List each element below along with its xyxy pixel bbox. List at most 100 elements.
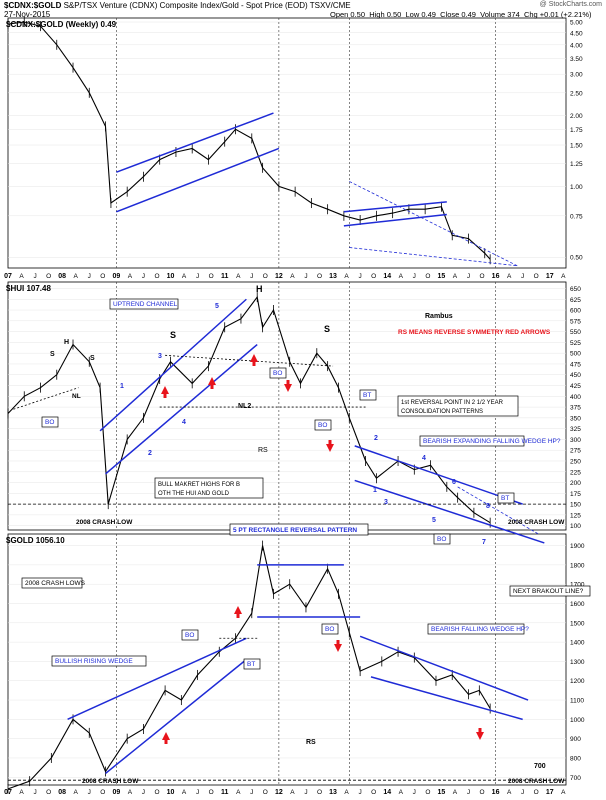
bull-label: OTH THE HUI AND GOLD — [158, 491, 230, 497]
bo-label: BO — [318, 422, 327, 429]
rising-wedge-label-box — [51, 655, 147, 667]
price-series-2 — [7, 545, 491, 790]
red-arrow-down-icon — [476, 732, 484, 740]
uptrend-channel-label: UPTREND CHANNEL — [113, 301, 178, 308]
hui-neckline — [165, 354, 334, 367]
next-breakout-label: NEXT BRAKOUT LINE? — [513, 588, 584, 595]
y-tick-label: 225 — [570, 469, 581, 476]
y-tick-label: 175 — [570, 491, 581, 498]
x-quarter-label: J — [413, 789, 416, 796]
y-tick-label: 125 — [570, 512, 581, 519]
y-tick-label: 3.50 — [570, 56, 583, 63]
wedge-label: BEARISH EXPANDING FALLING WEDGE HP? — [423, 438, 561, 445]
y-tick-label: 475 — [570, 361, 581, 368]
x-quarter-label: O — [154, 273, 159, 280]
x-quarter-label: A — [19, 789, 24, 796]
rs-means-label: RS MEANS REVERSE SYMMETRY RED ARROWS — [398, 329, 551, 336]
wave-number: 1 — [373, 487, 377, 494]
x-quarter-label: J — [250, 273, 253, 280]
red-arrow-down-icon — [286, 380, 290, 384]
y-tick-label: 1300 — [570, 659, 585, 666]
x-quarter-label: O — [317, 273, 322, 280]
x-year-label: 07 — [4, 789, 12, 796]
price-series-0 — [7, 21, 491, 260]
hui-wedge-dash — [457, 486, 540, 535]
x-quarter-label: J — [196, 789, 199, 796]
reversal-label: CONSOLIDATION PATTERNS — [401, 409, 483, 415]
y-tick-label: 900 — [570, 736, 581, 743]
y-tick-label: 1700 — [570, 582, 585, 589]
shoulder-label: S — [170, 330, 176, 340]
y-tick-label: 1800 — [570, 562, 585, 569]
panel-title-hui: $HUI 107.48 — [6, 284, 51, 293]
crash-lows-label: 2008 CRASH LOWS — [25, 580, 86, 587]
wave-number: 7 — [482, 539, 486, 546]
next-breakout-label-box — [509, 585, 591, 597]
x-year-label: 13 — [329, 273, 337, 280]
exchange: TSXV/CME — [309, 1, 351, 10]
reversal-label: 1st REVERSAL POINT IN 2 1/2 YEAR — [401, 400, 504, 406]
cdnx-wedge-lower — [349, 247, 518, 267]
rect-pattern-label-box — [229, 523, 369, 536]
y-tick-label: 1900 — [570, 543, 585, 550]
x-quarter-label: A — [290, 789, 295, 796]
x-year-label: 15 — [437, 273, 445, 280]
cdnx-flag-lower — [343, 213, 447, 227]
red-arrow-up-icon — [161, 386, 169, 394]
bo-label: BO — [45, 419, 54, 426]
bo-label-box — [433, 533, 451, 545]
gold-falling-upper — [359, 635, 529, 701]
x-quarter-label: J — [142, 789, 145, 796]
y-tick-label: 1400 — [570, 640, 585, 647]
seven-hundred-label: 700 — [534, 763, 546, 770]
bull-box — [154, 477, 264, 499]
x-quarter-label: O — [425, 273, 430, 280]
x-quarter-label: J — [250, 789, 253, 796]
x-quarter-label: A — [507, 273, 512, 280]
crash-lows-label-box — [21, 577, 83, 589]
red-arrow-up-icon — [210, 385, 214, 389]
y-tick-label: 2.50 — [570, 90, 583, 97]
bo-label: BO — [325, 626, 334, 633]
wave-number: 5 — [432, 517, 436, 524]
y-tick-label: 450 — [570, 372, 581, 379]
y-tick-label: 325 — [570, 426, 581, 433]
x-quarter-label: O — [263, 789, 268, 796]
hui-wedge-upper — [354, 445, 523, 505]
bt-label-box — [359, 389, 377, 401]
y-tick-label: 1100 — [570, 698, 584, 705]
y-tick-label: 3.00 — [570, 72, 583, 79]
x-quarter-label: J — [304, 273, 307, 280]
shoulder-label: S — [50, 351, 55, 358]
head-label: H — [64, 339, 69, 346]
y-tick-label: 550 — [570, 329, 581, 336]
y-tick-label: 150 — [570, 502, 581, 509]
low-value: Low 0.49 — [405, 10, 436, 19]
y-tick-label: 4.00 — [570, 42, 583, 49]
y-tick-label: 1.75 — [570, 127, 583, 134]
bo-label-box — [314, 419, 332, 431]
y-tick-label: 300 — [570, 437, 581, 444]
rs-label: RS — [258, 447, 268, 454]
x-quarter-label: O — [46, 273, 51, 280]
x-year-label: 17 — [546, 789, 554, 796]
panel-title-gold: $GOLD 1056.10 — [6, 536, 65, 545]
red-arrow-up-icon — [236, 614, 240, 618]
cdnx-channel-lower — [116, 147, 280, 213]
wave-number: 8 — [486, 503, 490, 510]
panel-title-cdnx: $CDNX:$GOLD (Weekly) 0.49 — [6, 20, 117, 29]
y-tick-label: 700 — [570, 775, 581, 782]
x-year-label: 10 — [167, 789, 175, 796]
falling-wedge-label: BEARISH FALLING WEDGE HP? — [431, 626, 529, 633]
panel-frame-0 — [7, 17, 567, 269]
x-year-label: 14 — [383, 273, 391, 280]
x-year-label: 16 — [492, 789, 500, 796]
y-tick-label: 0.50 — [570, 255, 583, 262]
bo-label: BO — [185, 632, 194, 639]
red-arrow-down-icon — [334, 644, 342, 652]
wedge-label-box — [419, 435, 525, 447]
x-quarter-label: A — [453, 273, 458, 280]
y-tick-label: 500 — [570, 351, 581, 358]
x-quarter-label: A — [399, 789, 404, 796]
close-value: Close 0.49 — [440, 10, 476, 19]
